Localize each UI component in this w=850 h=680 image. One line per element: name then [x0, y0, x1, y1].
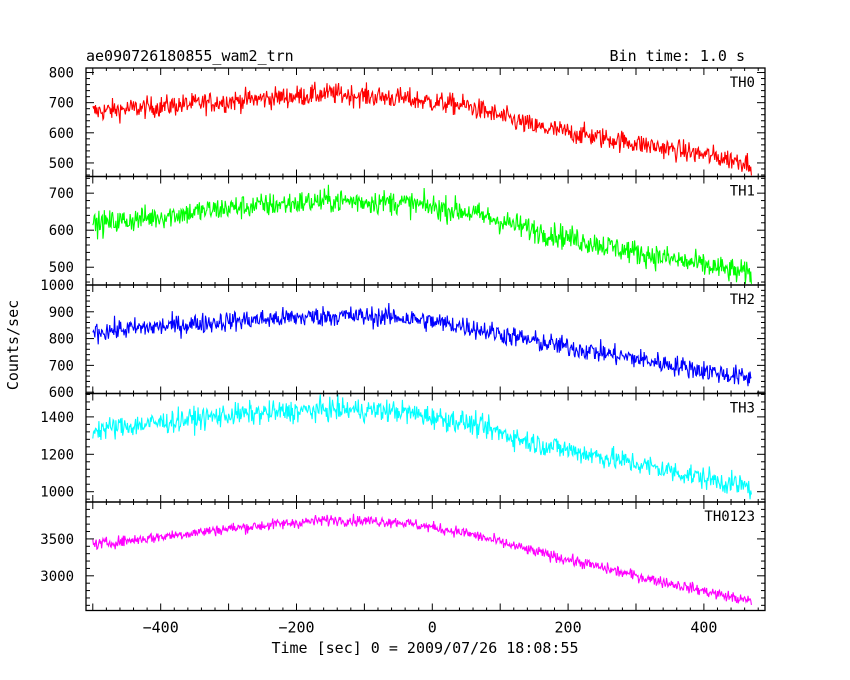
y-tick-label: 500	[49, 156, 74, 172]
panel-stack: TH0 500 600 700 800 TH1 500 600 700 TH2 600 700 800 9…	[40, 66, 766, 637]
series-line-th3	[92, 394, 752, 500]
plot-title: ae090726180855_wam2_trn	[86, 47, 294, 65]
panel-label: TH3	[730, 401, 755, 417]
y-tick-label: 700	[49, 358, 74, 374]
y-tick-label: 900	[49, 305, 74, 321]
y-tick-label: 600	[49, 126, 74, 142]
panel-th2: TH2 600 700 800 900 1000	[40, 278, 766, 401]
panel-th3: TH3 1000 1200 1400	[40, 392, 766, 503]
series-line-th1	[92, 184, 752, 284]
panel-frame	[85, 67, 766, 178]
y-tick-label: 1000	[40, 278, 74, 294]
x-tick-label: 400	[690, 619, 717, 637]
series-line-th0123	[92, 513, 752, 605]
y-axis-label: Counts/sec	[4, 300, 22, 390]
x-tick-label: −400	[143, 619, 179, 637]
series-line-th2	[92, 303, 752, 387]
x-tick-label: 200	[555, 619, 582, 637]
y-tick-label: 500	[49, 260, 74, 276]
y-tick-label: 1400	[40, 410, 74, 426]
x-tick-label: −200	[278, 619, 314, 637]
panel-label: TH1	[730, 184, 755, 200]
panel-frame	[85, 284, 766, 395]
y-tick-label: 600	[49, 385, 74, 401]
y-tick-label: 700	[49, 96, 74, 112]
panel-frame	[85, 175, 766, 286]
panel-th0: TH0 500 600 700 800	[49, 66, 766, 178]
y-tick-label: 800	[49, 66, 74, 82]
panel-label: TH2	[730, 292, 755, 308]
y-tick-label: 800	[49, 332, 74, 348]
y-tick-label: 1200	[40, 447, 74, 463]
y-tick-label: 3500	[40, 532, 74, 548]
x-tick-label: 0	[428, 619, 437, 637]
y-tick-label: 1000	[40, 485, 74, 501]
panel-label: TH0	[730, 75, 755, 91]
y-tick-label: 600	[49, 223, 74, 239]
series-line-th0	[92, 81, 752, 176]
y-tick-label: 700	[49, 186, 74, 202]
bin-time-label: Bin time: 1.0 s	[610, 47, 745, 65]
panel-frame	[85, 392, 766, 503]
x-axis-label: Time [sec] 0 = 2009/07/26 18:08:55	[271, 639, 578, 657]
panel-th1: TH1 500 600 700	[49, 175, 766, 286]
panel-frame	[85, 501, 766, 612]
panel-label: TH0123	[704, 509, 755, 525]
y-tick-label: 3000	[40, 569, 74, 585]
panel-th0123: TH0123 3000 3500	[40, 501, 766, 612]
